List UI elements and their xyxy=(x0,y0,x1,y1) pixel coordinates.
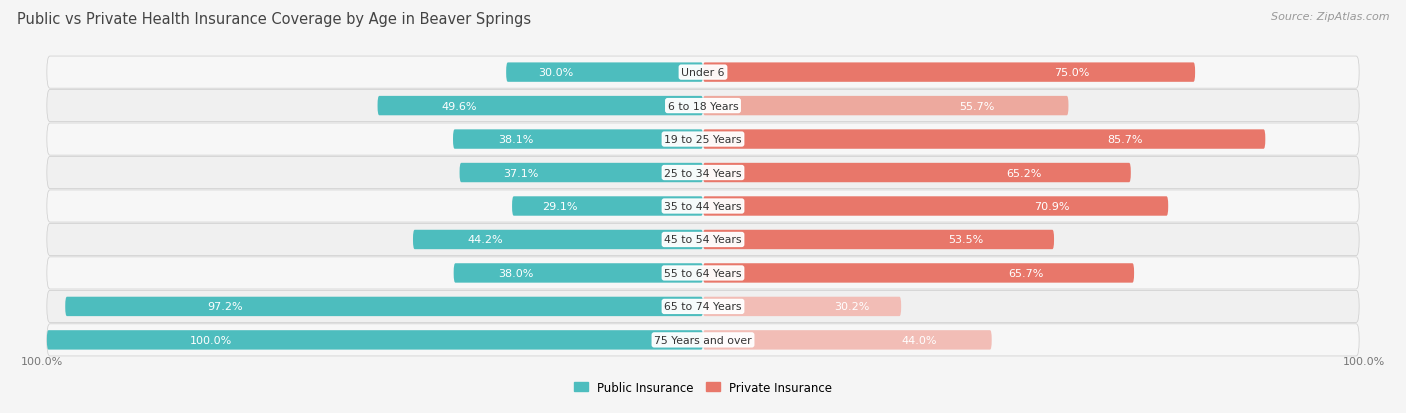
Text: 45 to 54 Years: 45 to 54 Years xyxy=(664,235,742,245)
FancyBboxPatch shape xyxy=(46,224,1360,256)
Text: 65.7%: 65.7% xyxy=(1008,268,1045,278)
Text: 19 to 25 Years: 19 to 25 Years xyxy=(664,135,742,145)
Legend: Public Insurance, Private Insurance: Public Insurance, Private Insurance xyxy=(569,376,837,399)
Text: 100.0%: 100.0% xyxy=(1343,356,1385,366)
Text: 55.7%: 55.7% xyxy=(959,101,995,112)
FancyBboxPatch shape xyxy=(413,230,703,249)
Text: 70.9%: 70.9% xyxy=(1035,202,1070,211)
FancyBboxPatch shape xyxy=(46,257,1360,290)
FancyBboxPatch shape xyxy=(46,57,1360,89)
FancyBboxPatch shape xyxy=(453,130,703,150)
FancyBboxPatch shape xyxy=(378,97,703,116)
Text: Under 6: Under 6 xyxy=(682,68,724,78)
Text: 75.0%: 75.0% xyxy=(1054,68,1090,78)
FancyBboxPatch shape xyxy=(703,263,1135,283)
Text: 49.6%: 49.6% xyxy=(441,101,477,112)
Text: 65.2%: 65.2% xyxy=(1007,168,1042,178)
FancyBboxPatch shape xyxy=(703,230,1054,249)
Text: 6 to 18 Years: 6 to 18 Years xyxy=(668,101,738,112)
Text: 85.7%: 85.7% xyxy=(1107,135,1143,145)
FancyBboxPatch shape xyxy=(46,157,1360,189)
Text: 38.0%: 38.0% xyxy=(498,268,534,278)
FancyBboxPatch shape xyxy=(46,291,1360,323)
Text: 29.1%: 29.1% xyxy=(543,202,578,211)
Text: 100.0%: 100.0% xyxy=(190,335,232,345)
FancyBboxPatch shape xyxy=(454,263,703,283)
FancyBboxPatch shape xyxy=(703,330,991,350)
Text: Source: ZipAtlas.com: Source: ZipAtlas.com xyxy=(1271,12,1389,22)
Text: 44.2%: 44.2% xyxy=(468,235,503,245)
Text: 55 to 64 Years: 55 to 64 Years xyxy=(664,268,742,278)
Text: 75 Years and over: 75 Years and over xyxy=(654,335,752,345)
FancyBboxPatch shape xyxy=(703,164,1130,183)
Text: 30.2%: 30.2% xyxy=(834,301,869,312)
Text: 44.0%: 44.0% xyxy=(901,335,938,345)
Text: 30.0%: 30.0% xyxy=(537,68,574,78)
FancyBboxPatch shape xyxy=(46,123,1360,156)
FancyBboxPatch shape xyxy=(506,63,703,83)
FancyBboxPatch shape xyxy=(512,197,703,216)
FancyBboxPatch shape xyxy=(65,297,703,316)
FancyBboxPatch shape xyxy=(703,197,1168,216)
Text: 35 to 44 Years: 35 to 44 Years xyxy=(664,202,742,211)
FancyBboxPatch shape xyxy=(703,130,1265,150)
Text: Public vs Private Health Insurance Coverage by Age in Beaver Springs: Public vs Private Health Insurance Cover… xyxy=(17,12,531,27)
Text: 38.1%: 38.1% xyxy=(498,135,533,145)
FancyBboxPatch shape xyxy=(703,97,1069,116)
FancyBboxPatch shape xyxy=(703,63,1195,83)
Text: 37.1%: 37.1% xyxy=(503,168,538,178)
Text: 65 to 74 Years: 65 to 74 Years xyxy=(664,301,742,312)
FancyBboxPatch shape xyxy=(46,190,1360,223)
FancyBboxPatch shape xyxy=(46,324,1360,356)
Text: 97.2%: 97.2% xyxy=(207,301,242,312)
Text: 25 to 34 Years: 25 to 34 Years xyxy=(664,168,742,178)
FancyBboxPatch shape xyxy=(46,90,1360,122)
FancyBboxPatch shape xyxy=(703,297,901,316)
FancyBboxPatch shape xyxy=(46,330,703,350)
Text: 53.5%: 53.5% xyxy=(949,235,984,245)
FancyBboxPatch shape xyxy=(460,164,703,183)
Text: 100.0%: 100.0% xyxy=(21,356,63,366)
